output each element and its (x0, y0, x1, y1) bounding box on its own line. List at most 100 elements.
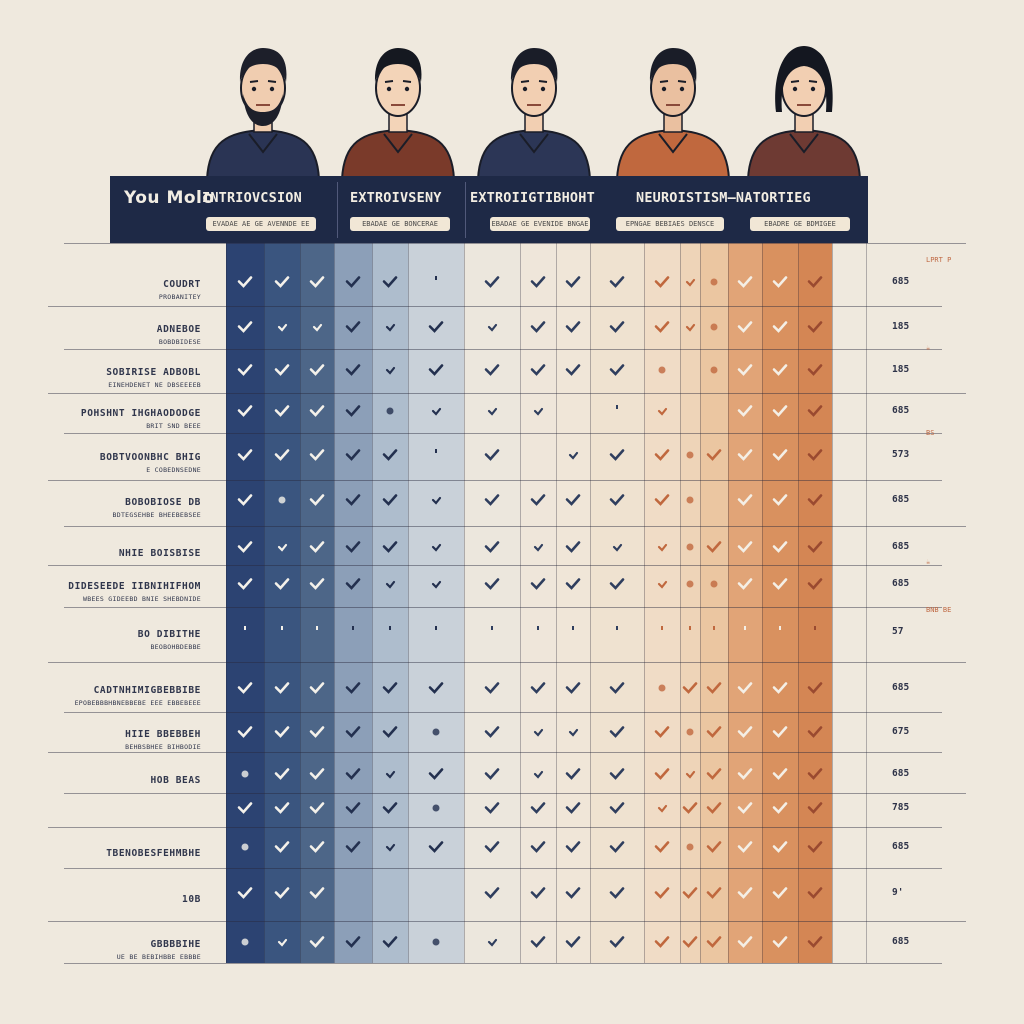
check-mark-icon (806, 765, 824, 783)
check-mark-icon (736, 318, 754, 336)
check-mark-icon (236, 318, 254, 336)
row-label-main: HIIE BBEBBEH (125, 729, 201, 740)
check-mark-icon (344, 361, 362, 379)
check-mark-icon (608, 273, 626, 291)
check-mark-icon (273, 273, 291, 291)
score-note: LPRT P (926, 256, 952, 264)
row-divider (48, 480, 866, 481)
check-mark-icon (564, 361, 582, 379)
check-mark-icon (427, 402, 445, 420)
row-label-main: ADNEBOE (156, 324, 201, 335)
row-label-sub: WBEES GIDEEBD BNIE SHEBDNIDE (83, 595, 201, 603)
check-mark-icon (771, 491, 789, 509)
check-mark-icon (608, 765, 626, 783)
dot-mark (681, 838, 699, 856)
row-label-sub: UE BE BEBIHBBE EBBBE (116, 953, 201, 961)
check-mark-icon (806, 723, 824, 741)
row-label-sub: PROBANITEY (158, 293, 201, 301)
check-mark-icon (736, 933, 754, 951)
check-mark-icon (483, 838, 501, 856)
check-mark-icon (681, 884, 699, 902)
dot-mark (705, 273, 723, 291)
check-mark-icon (381, 679, 399, 697)
row-divider (64, 243, 866, 244)
grid-line (832, 243, 833, 963)
check-mark-icon (273, 361, 291, 379)
column-background (334, 243, 372, 963)
check-mark-icon (736, 538, 754, 556)
dash-mark (381, 623, 399, 641)
check-mark-icon (483, 491, 501, 509)
dash-mark (705, 623, 723, 641)
check-mark-icon (427, 765, 445, 783)
row-label-main: COUDRT (163, 279, 201, 290)
check-mark-icon (427, 491, 445, 509)
check-mark-icon (771, 933, 789, 951)
check-mark-icon (273, 538, 291, 556)
check-mark-icon (381, 838, 399, 856)
score-note: BS (926, 429, 935, 437)
check-mark-icon (427, 318, 445, 336)
check-mark-icon (308, 723, 326, 741)
check-mark-icon (236, 884, 254, 902)
row-score: 685 (892, 276, 910, 287)
grid-line (728, 243, 729, 963)
portrait-row (0, 34, 1024, 179)
check-mark-icon (273, 838, 291, 856)
grid-line (300, 243, 301, 963)
column-background (728, 243, 762, 963)
check-mark-icon (529, 575, 547, 593)
row-label: CADTNHIMIGBEBBIBE EPOBEBBBHBNEBBEBE EEE E… (75, 678, 201, 707)
row-score: 685 (892, 936, 910, 947)
check-mark-icon (564, 446, 582, 464)
column-background (590, 243, 644, 963)
check-mark-icon (483, 679, 501, 697)
check-mark-icon (736, 723, 754, 741)
check-mark-icon (608, 679, 626, 697)
check-mark-icon (736, 402, 754, 420)
dash-mark (427, 623, 445, 641)
row-divider (48, 827, 866, 828)
row-label-main: GBBBBIHE (150, 939, 201, 950)
grid-line (408, 243, 409, 963)
check-mark-icon (608, 723, 626, 741)
check-mark-icon (236, 273, 254, 291)
row-label-main: CADTNHIMIGBEBBIBE (93, 685, 201, 696)
check-mark-icon (529, 491, 547, 509)
dash-mark (608, 402, 626, 420)
trait-pill-neuroticism: EPNGAE BEBIAES DENSCE (616, 217, 724, 231)
check-mark-icon (308, 491, 326, 509)
trait-pill-extroversion: EBADAE GE BONCERAE (350, 217, 450, 231)
check-mark-icon (381, 538, 399, 556)
dot-mark (236, 838, 254, 856)
check-mark-icon (483, 361, 501, 379)
row-score: 185 (892, 321, 910, 332)
check-mark-icon (236, 491, 254, 509)
check-mark-icon (608, 575, 626, 593)
column-background (700, 243, 728, 963)
header-band: You Molo INTRIOVCSION EVADAE AE GE AVENN… (110, 176, 868, 243)
trait-pill-natorties: EBADRE GE BDMIGEE (750, 217, 850, 231)
check-mark-icon (273, 402, 291, 420)
check-mark-icon (806, 884, 824, 902)
check-mark-icon (308, 838, 326, 856)
check-mark-icon (806, 538, 824, 556)
check-mark-icon (381, 318, 399, 336)
row-score: 185 (892, 364, 910, 375)
dot-mark (681, 491, 699, 509)
check-mark-icon (273, 723, 291, 741)
check-mark-icon (564, 491, 582, 509)
dash-mark (564, 623, 582, 641)
column-background (680, 243, 700, 963)
header-divider (337, 182, 338, 238)
check-mark-icon (381, 933, 399, 951)
grid-line (644, 243, 645, 963)
check-mark-icon (736, 799, 754, 817)
check-mark-icon (483, 884, 501, 902)
check-mark-icon (608, 933, 626, 951)
row-label-main: BO DIBITHE (137, 629, 201, 640)
check-mark-icon (427, 679, 445, 697)
check-mark-icon (653, 838, 671, 856)
check-mark-icon (344, 538, 362, 556)
dash-mark (427, 273, 445, 291)
